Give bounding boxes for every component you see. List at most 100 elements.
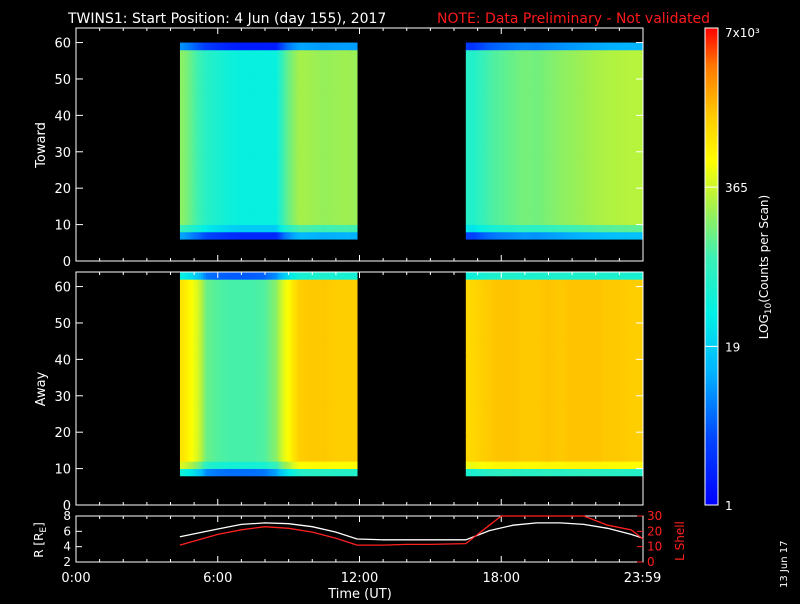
- heat-cell: [482, 232, 485, 240]
- heat-cell: [560, 195, 563, 203]
- heat-cell: [586, 72, 589, 80]
- heat-cell: [532, 232, 535, 240]
- heat-cell: [220, 152, 223, 160]
- heat-cell: [208, 188, 211, 196]
- heat-cell: [617, 174, 620, 182]
- heat-cell: [253, 72, 256, 80]
- heat-cell: [222, 439, 225, 447]
- heat-cell: [501, 72, 504, 80]
- heat-cell: [319, 195, 322, 203]
- heat-cell: [596, 72, 599, 80]
- heat-cell: [220, 410, 223, 418]
- heat-cell: [480, 101, 483, 109]
- heat-cell: [267, 145, 270, 153]
- heat-cell: [485, 137, 488, 145]
- heat-cell: [480, 195, 483, 203]
- heat-cell: [553, 123, 556, 131]
- heat-cell: [319, 174, 322, 182]
- heat-cell: [305, 72, 308, 80]
- heat-cell: [251, 137, 254, 145]
- heat-cell: [303, 64, 306, 72]
- heat-cell: [343, 195, 346, 203]
- heat-cell: [523, 43, 526, 51]
- heat-cell: [246, 166, 249, 174]
- heat-cell: [251, 64, 254, 72]
- heat-cell: [579, 64, 582, 72]
- heat-cell: [215, 195, 218, 203]
- heat-cell: [591, 101, 594, 109]
- heat-cell: [300, 123, 303, 131]
- heat-cell: [317, 152, 320, 160]
- heat-cell: [298, 57, 301, 65]
- heat-cell: [251, 145, 254, 153]
- heat-cell: [227, 381, 230, 389]
- heat-cell: [501, 57, 504, 65]
- heat-cell: [553, 130, 556, 138]
- heat-cell: [345, 94, 348, 102]
- heat-cell: [532, 166, 535, 174]
- heat-cell: [272, 203, 275, 211]
- heat-cell: [605, 195, 608, 203]
- heat-cell: [215, 210, 218, 218]
- heat-cell: [329, 57, 332, 65]
- heat-cell: [213, 410, 216, 418]
- heat-cell: [199, 432, 202, 440]
- heat-cell: [565, 195, 568, 203]
- heat-cell: [473, 79, 476, 87]
- heat-cell: [506, 86, 509, 94]
- heat-cell: [180, 108, 183, 116]
- heat-cell: [499, 195, 502, 203]
- heat-cell: [499, 43, 502, 51]
- heat-cell: [194, 64, 197, 72]
- heat-cell: [234, 50, 237, 58]
- heat-cell: [553, 232, 556, 240]
- heat-cell: [466, 181, 469, 189]
- heat-cell: [298, 188, 301, 196]
- heat-cell: [215, 410, 218, 418]
- heat-cell: [230, 316, 233, 324]
- heat-cell: [230, 410, 233, 418]
- heat-cell: [570, 64, 573, 72]
- heat-cell: [574, 217, 577, 225]
- heat-cell: [192, 425, 195, 433]
- heat-cell: [567, 159, 570, 167]
- heat-cell: [546, 50, 549, 58]
- heat-cell: [638, 94, 641, 102]
- heat-cell: [608, 217, 611, 225]
- heat-cell: [192, 381, 195, 389]
- heat-cell: [267, 188, 270, 196]
- heat-cell: [279, 101, 282, 109]
- heat-cell: [596, 57, 599, 65]
- heat-cell: [246, 439, 249, 447]
- heat-cell: [624, 174, 627, 182]
- heat-cell: [232, 108, 235, 116]
- heat-cell: [577, 108, 580, 116]
- heat-cell: [213, 203, 216, 211]
- heat-cell: [350, 57, 353, 65]
- heat-cell: [324, 115, 327, 123]
- heat-cell: [324, 166, 327, 174]
- heat-cell: [246, 115, 249, 123]
- heat-cell: [331, 188, 334, 196]
- heat-cell: [253, 130, 256, 138]
- heat-cell: [260, 174, 263, 182]
- heat-cell: [558, 94, 561, 102]
- heat-cell: [244, 152, 247, 160]
- heat-cell: [560, 152, 563, 160]
- heat-cell: [473, 64, 476, 72]
- heat-cell: [293, 203, 296, 211]
- heat-cell: [558, 225, 561, 233]
- heat-cell: [192, 130, 195, 138]
- heat-cell: [520, 50, 523, 58]
- heat-cell: [215, 50, 218, 58]
- heat-cell: [348, 166, 351, 174]
- heat-cell: [194, 469, 197, 477]
- heat-cell: [612, 232, 615, 240]
- heat-cell: [305, 225, 308, 233]
- heat-cell: [225, 381, 228, 389]
- heat-cell: [487, 195, 490, 203]
- heat-cell: [192, 439, 195, 447]
- heat-cell: [265, 232, 268, 240]
- heat-cell: [265, 195, 268, 203]
- heat-cell: [549, 145, 552, 153]
